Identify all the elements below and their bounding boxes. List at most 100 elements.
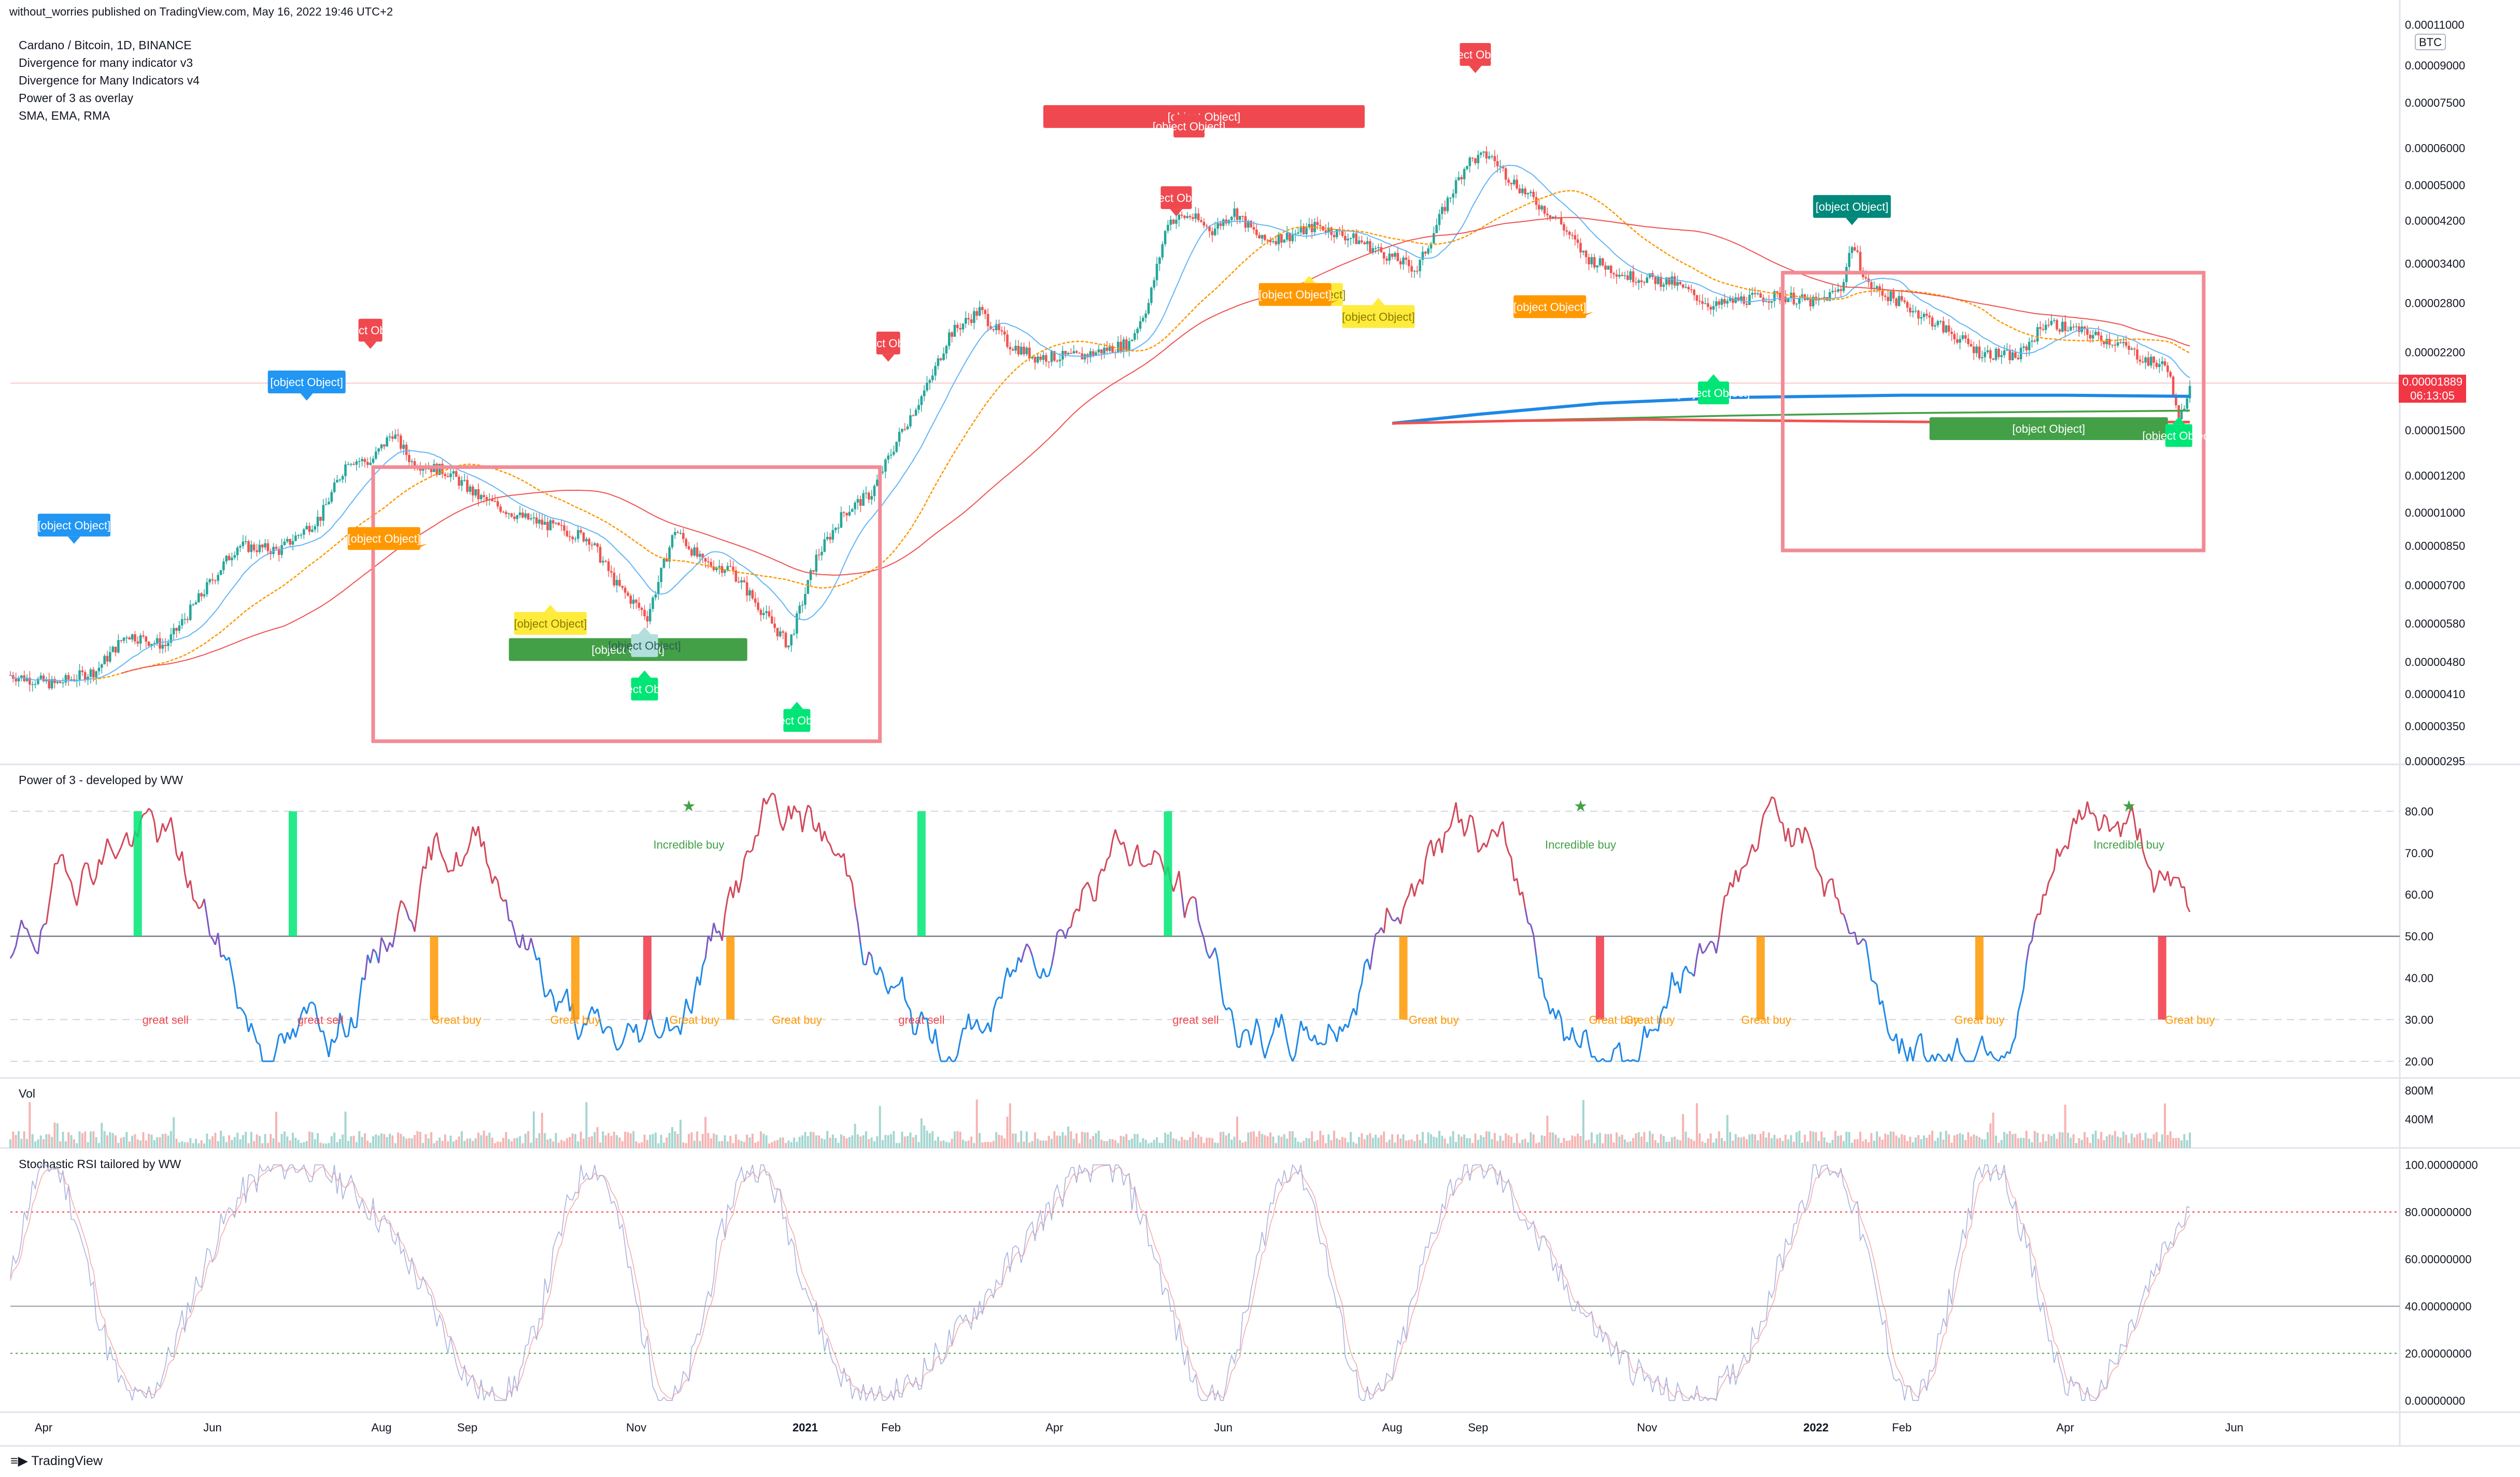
candle-body [1757,293,1759,294]
power3-pane-title[interactable]: Power of 3 - developed by WW [19,773,183,787]
power3-line-seg [1234,1027,1238,1047]
candle-body [25,677,29,681]
volume-bar [1477,1140,1479,1148]
volume-bar [1482,1137,1485,1148]
volume-bar [2150,1139,2153,1148]
power3-line-seg [735,880,740,893]
candle-body [1319,225,1322,226]
power3-line-seg [1640,1026,1645,1046]
volume-bar [136,1139,139,1148]
candle-body [1912,311,1914,313]
candle-body [1122,339,1125,351]
candle-body [1507,179,1510,183]
great-buy-label: Great buy [1409,1013,1459,1026]
candle-body [264,543,266,548]
candle-body [995,324,998,331]
candle-body [383,444,386,447]
volume-bar [1540,1135,1543,1148]
volume-bar [538,1133,541,1148]
volume-bar [319,1142,322,1148]
legend-indicator-1[interactable]: Divergence for many indicator v3 [19,56,193,69]
volume-bar [2050,1135,2052,1148]
candle-body [1324,230,1327,233]
signal-label: [object Object] [38,514,110,544]
volume-bar [1181,1137,1183,1148]
power3-line-seg [685,998,690,1009]
volume-bar [1474,1133,1477,1148]
power3-line-seg [1392,919,1396,922]
volume-bar [2072,1134,2075,1148]
volume-bar [530,1142,532,1148]
volume-bar [851,1135,854,1148]
candle-body [1831,291,1834,292]
signal-label-pointer [1166,135,1184,143]
time-tick-label: Apr [2056,1421,2074,1434]
power3-line-seg [43,922,47,926]
volume-bar [1358,1137,1361,1148]
power3-line-seg [1403,900,1407,910]
candle-body [1698,301,1701,302]
power3-line-seg [1441,832,1446,853]
power3-line-seg [491,876,496,884]
power3-line-seg [250,1022,255,1033]
legend-indicator-2[interactable]: Divergence for Many Indicators v4 [19,74,200,87]
power3-line-seg [447,870,451,873]
candle-body [1676,282,1679,286]
power3-line-seg [2103,814,2107,818]
candle-body [1283,239,1286,243]
power3-line-seg [1721,896,1725,915]
candle-body [1574,235,1577,240]
volume-bar [491,1138,493,1148]
candle-body [2008,349,2012,360]
candle-body [859,499,862,506]
volume-bar [1698,1133,1701,1148]
candle-body [740,580,743,583]
power3-line-seg [2150,870,2155,893]
power3-line-seg [1552,1008,1556,1019]
power3-line-seg [153,821,158,843]
candle-body [1108,346,1111,351]
power3-line-seg [336,1013,341,1038]
power3-line-seg [1718,914,1723,937]
volume-bar [981,1142,984,1148]
volume-bar [275,1112,277,1148]
power3-line-seg [1068,926,1072,929]
legend-indicator-3[interactable]: Power of 3 as overlay [19,91,134,105]
volume-bar [984,1142,986,1148]
candle-body [283,541,286,545]
power3-line-seg [976,1019,981,1030]
candle-body [2033,340,2036,342]
volume-bar [29,1102,31,1148]
power3-line-seg [1812,851,1817,868]
legend-symbol[interactable]: Cardano / Bitcoin, 1D, BINANCE [19,38,192,52]
candle-body [1961,335,1964,339]
volume-bar [1815,1132,1817,1148]
volume-bar [2053,1133,2056,1148]
power3-line-seg [1904,1050,1908,1062]
candle-body [2161,361,2163,364]
power3-line-seg [727,886,731,899]
candle-body [765,611,768,613]
power3-line-seg [818,822,823,842]
power3-line-seg [804,805,809,816]
candle-body [1352,233,1355,238]
volume-bar [726,1141,729,1148]
tradingview-logo[interactable]: ≡▶ TradingView [10,1454,103,1468]
power3-line-seg [1314,1034,1319,1045]
candle-body [2139,359,2142,362]
volume-pane-title[interactable]: Vol [19,1087,35,1100]
candle-body [845,513,848,516]
candle-body [1363,242,1366,245]
candle-body [1255,230,1258,235]
power3-line-seg [486,862,490,870]
candle-body [806,580,810,594]
power3-line-seg [1197,920,1202,931]
power3-line-seg [1630,1059,1634,1062]
volume-bar [1989,1123,1992,1148]
volume-bar [1806,1141,1809,1148]
legend-indicator-4[interactable]: SMA, EMA, RMA [19,109,110,122]
stoch-pane-title[interactable]: Stochastic RSI tailored by WW [19,1157,181,1171]
candle-body [374,451,377,459]
power3-line-seg [1931,1054,1936,1062]
